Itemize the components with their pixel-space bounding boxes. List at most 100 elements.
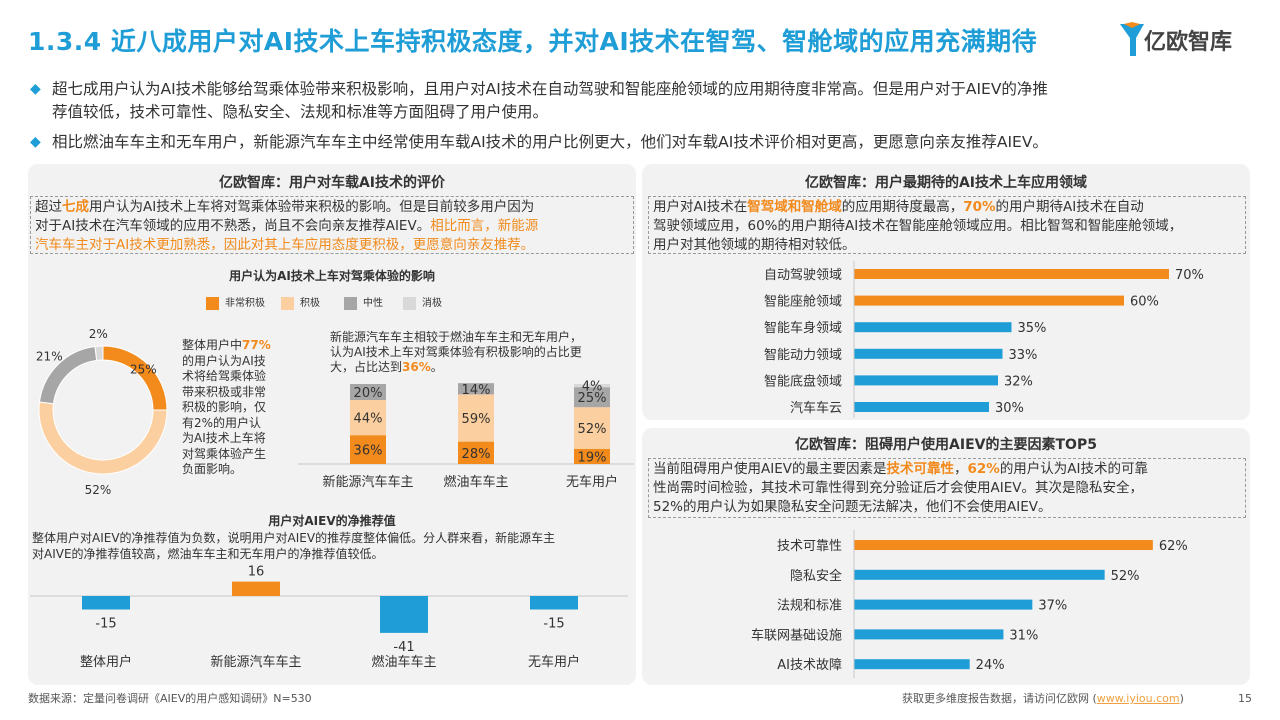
category-label: 智能底盘领域 <box>764 373 842 389</box>
value-label: 62% <box>1159 539 1188 554</box>
category-label: 汽车车云 <box>790 400 842 416</box>
category-label: 智能动力领域 <box>764 348 842 363</box>
category-label: 自动驾驶领域 <box>764 268 842 283</box>
stack-label: 19% <box>578 450 607 465</box>
note-text: 新能源汽车车主相较于燃油车车主和无车用户， <box>330 330 583 344</box>
value-label: 24% <box>976 658 1005 673</box>
category-label: 车联网基础设施 <box>751 627 842 643</box>
stack-segment <box>574 387 610 408</box>
right-bottom-panel: 亿欧智库：阻碍用户使用AIEV的主要因素TOP5 当前阻碍用户使用AIEV的最主… <box>642 428 1250 685</box>
legend-negative: 消极 <box>403 294 442 310</box>
bar <box>854 295 1124 306</box>
desc-highlight: 62% <box>967 461 1000 477</box>
nps-value-label: -41 <box>393 640 414 655</box>
legend-label: 非常积极 <box>225 298 265 309</box>
nps-bar <box>380 596 428 633</box>
barriers-chart: 技术可靠性 62% 隐私安全 52% 法规和标准 37% 车联网基础设施 31% AI技术故障 2… <box>751 530 1188 678</box>
stack-label: 25% <box>578 391 607 406</box>
legend-swatch <box>281 296 294 310</box>
note-line: 为AI技术上车将 <box>182 431 266 445</box>
desc-highlight: 汽车车主对于AI技术更加熟悉，因此对其上车应用态度更积极，更愿意向亲友推荐。 <box>35 237 535 253</box>
nps-bar <box>530 596 578 610</box>
donut-slice <box>38 401 168 475</box>
nps-value-label: -15 <box>95 617 116 632</box>
bar <box>854 322 1012 333</box>
desc-text: 的用户期待AI技术在自动 <box>995 199 1144 215</box>
nps-note: 整体用户对AIEV的净推荐值为负数，说明用户对AIEV的推荐度整体偏低。分人群来… <box>32 530 632 562</box>
stack-category-label: 无车用户 <box>566 474 618 490</box>
note-line: 带来积极或非常 <box>182 384 267 399</box>
value-label: 32% <box>1004 374 1033 389</box>
stack-label: 14% <box>462 383 491 398</box>
nps-category-label: 新能源汽车车主 <box>210 654 301 670</box>
bullet-2: ◆ 相比燃油车车主和无车用户，新能源汽车车主中经常使用车载AI技术的用户比例更大… <box>30 131 1260 154</box>
category-label: 智能车身领域 <box>764 320 842 336</box>
donut-note: 整体用户中77% 的用户认为AI技 术将给驾乘体验 带来积极或非常 积极的影响，仅 有2… <box>182 338 282 478</box>
desc-highlight: 相比而言，新能源 <box>430 218 539 234</box>
note-line: 对驾乘体验产生 <box>182 446 267 461</box>
stack-segment <box>350 435 386 464</box>
stack-segment <box>458 441 494 464</box>
bar <box>854 375 998 386</box>
category-label: AI技术故障 <box>777 658 842 673</box>
note-text: 。 <box>430 360 443 374</box>
bar <box>854 269 1169 279</box>
note-line: 的用户认为AI技 <box>182 353 266 368</box>
value-label: 33% <box>1009 348 1038 363</box>
desc-text: 性尚需时间检验，其技术可靠性得到充分验证后才会使用AIEV。其次是隐私安全， <box>653 480 1143 496</box>
impact-chart-title: 用户认为AI技术上车对驾乘体验的影响 <box>229 269 435 283</box>
left-panel: 亿欧智库：用户对车载AI技术的评价 超过七成用户认为AI技术上车将对驾乘体验带来… <box>28 164 636 685</box>
bullet-2-text: 相比燃油车车主和无车用户，新能源汽车车主中经常使用车载AI技术的用户比例更大，他… <box>52 133 1048 151</box>
stack-segment <box>350 400 386 436</box>
note-text: 对AIVE的净推荐值较高，燃油车车主和无车用户的净推荐值较低。 <box>32 547 384 561</box>
desc-text: 的用户认为AI技术的可靠 <box>999 461 1149 477</box>
desc-text: 用户对AI技术在 <box>653 199 748 215</box>
value-label: 31% <box>1009 628 1038 643</box>
website-link[interactable]: www.iyiou.com <box>1096 692 1180 705</box>
nps-value-label: -15 <box>543 617 564 632</box>
donut-slice <box>94 345 104 361</box>
desc-text: 驾驶领域应用，60%的用户期待AI技术在智能座舱领域应用。相比智驾和智能座舱领域… <box>653 218 1183 234</box>
stack-label: 4% <box>582 380 603 395</box>
footer-more: 获取更多维度报告数据，请访问亿欧网 (www.iyiou.com) <box>902 690 1184 706</box>
desc-highlight: 技术可靠性 <box>886 461 954 477</box>
stack-label: 36% <box>354 444 383 459</box>
bar <box>854 659 970 670</box>
bullet-1: ◆ 超七成用户认为AI技术能够给驾乘体验带来积极影响，且用户对AI技术在自动驾驶… <box>30 78 1260 124</box>
nps-category-label: 整体用户 <box>80 654 132 670</box>
page-title: 1.3.4 近八成用户对AI技术上车持积极态度，并对AI技术在智驾、智舱域的应用… <box>28 27 1038 56</box>
note-highlight: 36% <box>402 360 431 374</box>
nps-chart-title: 用户对AIEV的净推荐值 <box>268 514 396 528</box>
category-label: 法规和标准 <box>777 599 842 614</box>
diamond-icon: ◆ <box>30 134 41 150</box>
value-label: 70% <box>1175 268 1204 283</box>
expected-domains-chart: 自动驾驶领域 70% 智能座舱领域 60% 智能车身领域 35% 智能动力领域 33% 智能底盘… <box>764 260 1204 418</box>
stack-category-label: 燃油车车主 <box>443 474 508 490</box>
page-number: 15 <box>1238 692 1252 705</box>
note-text: 认为AI技术上车对驾乘体验有积极影响的占比更 <box>330 345 582 359</box>
donut-label: 21% <box>36 349 63 363</box>
stack-label: 44% <box>354 412 383 427</box>
category-label: 智能座舱领域 <box>764 295 842 310</box>
donut-label: 25% <box>130 363 157 377</box>
legend-swatch <box>344 296 357 310</box>
bar <box>854 599 1033 610</box>
desc-text: 的应用期待度最高， <box>841 199 964 215</box>
stack-segment <box>574 448 610 464</box>
desc-text: 当前阻碍用户使用AIEV的最主要因素是 <box>653 461 887 477</box>
yiou-logo-icon <box>1120 22 1144 56</box>
value-label: 37% <box>1038 599 1067 614</box>
note-highlight: 77% <box>242 338 271 352</box>
stack-segment <box>458 383 494 395</box>
desc-text: 用户认为AI技术上车将对驾乘体验带来积极的影响。但是目前较多用户因为 <box>89 199 535 215</box>
legend-swatch <box>403 296 416 310</box>
legend-neutral: 中性 <box>344 294 383 310</box>
stack-note: 新能源汽车车主相较于燃油车车主和无车用户， 认为AI技术上车对驾乘体验有积极影响… <box>330 330 630 375</box>
legend-label: 消极 <box>422 298 442 309</box>
value-label: 35% <box>1018 321 1047 336</box>
stacked-bar-chart: 36% 44% 20% 新能源汽车车主 28% 59% 14% 燃油车车主 19% 52% 25%4… <box>298 380 634 490</box>
bullet-1-line-1: 超七成用户认为AI技术能够给驾乘体验带来积极影响，且用户对AI技术在自动驾驶和智… <box>52 80 1048 98</box>
stack-segment <box>350 384 386 400</box>
category-label: 隐私安全 <box>790 568 842 584</box>
